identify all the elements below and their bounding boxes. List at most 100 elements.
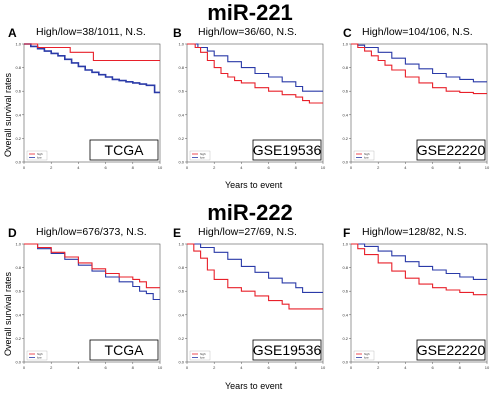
x-tick-label: 8 xyxy=(132,165,135,170)
series-high-line xyxy=(351,243,487,296)
y-tick-label: 0.4 xyxy=(15,312,21,317)
plot-frame xyxy=(23,43,161,163)
y-tick-label: 1.0 xyxy=(178,242,184,247)
dataset-label: TCGA xyxy=(105,142,145,158)
x-tick-label: 8 xyxy=(295,365,298,370)
panel-letter-c: C xyxy=(343,26,352,40)
legend-box xyxy=(353,150,375,161)
y-tick-label: 0.0 xyxy=(15,360,21,365)
dataset-label: TCGA xyxy=(105,342,145,358)
panel-title-e: High/low=27/69, N.S. xyxy=(198,226,297,238)
y-tick-label: 0.8 xyxy=(15,65,21,70)
legend-label-low: low xyxy=(37,156,42,160)
plot-frame xyxy=(350,43,488,163)
y-tick-label: 0.6 xyxy=(178,289,184,294)
x-tick-label: 4 xyxy=(404,365,407,370)
x-tick-label: 10 xyxy=(485,365,490,370)
y-tick-label: 0.2 xyxy=(178,336,184,341)
dataset-label-box xyxy=(416,339,486,361)
x-tick-label: 4 xyxy=(77,365,80,370)
legend-label-high: high xyxy=(37,152,43,156)
dataset-label-box xyxy=(252,139,322,161)
dataset-label-box xyxy=(89,339,159,361)
x-tick-label: 2 xyxy=(50,365,53,370)
panel-title-b: High/low=36/60, N.S. xyxy=(198,26,297,38)
legend-box xyxy=(189,150,211,161)
y-tick-label: 0.8 xyxy=(178,65,184,70)
y-axis-label-top: Overall survival rates xyxy=(3,72,13,157)
x-tick-label: 4 xyxy=(77,165,80,170)
y-tick-label: 0.0 xyxy=(178,360,184,365)
x-tick-label: 6 xyxy=(267,165,270,170)
x-tick-label: 10 xyxy=(321,165,326,170)
legend-box xyxy=(26,150,48,161)
x-tick-label: 6 xyxy=(104,165,107,170)
dataset-label-box xyxy=(252,339,322,361)
series-high-line xyxy=(24,243,160,289)
legend-box xyxy=(189,350,211,361)
dataset-label-box xyxy=(89,139,159,161)
panel-title-f: High/low=128/82, N.S. xyxy=(362,226,467,238)
series-low-line xyxy=(351,243,487,280)
x-tick-label: 2 xyxy=(213,365,216,370)
x-tick-label: 0 xyxy=(186,365,189,370)
x-tick-label: 4 xyxy=(240,365,243,370)
x-tick-label: 2 xyxy=(377,165,380,170)
x-tick-label: 6 xyxy=(431,365,434,370)
legend-label-low: low xyxy=(37,356,42,360)
y-tick-label: 0.8 xyxy=(15,265,21,270)
legend-box xyxy=(353,350,375,361)
x-tick-label: 0 xyxy=(350,365,353,370)
panel-letter-b: B xyxy=(173,26,182,40)
series-low-line xyxy=(24,43,160,94)
panel-letter-d: D xyxy=(8,226,17,240)
x-tick-label: 0 xyxy=(350,165,353,170)
panel-letter-a: A xyxy=(8,26,17,40)
x-axis-label-bottom: Years to event xyxy=(225,381,283,391)
y-tick-label: 0.8 xyxy=(178,265,184,270)
legend-label-high: high xyxy=(364,152,370,156)
x-tick-label: 4 xyxy=(404,165,407,170)
y-tick-label: 0.2 xyxy=(342,336,348,341)
panel-letter-e: E xyxy=(173,226,182,240)
y-axis-label-bottom: Overall survival rates xyxy=(3,271,13,356)
x-tick-label: 6 xyxy=(267,365,270,370)
y-tick-label: 0.0 xyxy=(178,160,184,165)
y-tick-label: 0.6 xyxy=(178,89,184,94)
y-tick-label: 0.6 xyxy=(342,89,348,94)
legend-box xyxy=(26,350,48,361)
panel-title-c: High/low=104/106, N.S. xyxy=(362,26,473,38)
legend-label-high: high xyxy=(200,352,206,356)
y-tick-label: 0.0 xyxy=(342,360,348,365)
x-tick-label: 10 xyxy=(485,165,490,170)
series-high-line xyxy=(187,43,323,104)
y-tick-label: 0.8 xyxy=(342,265,348,270)
y-tick-label: 0.4 xyxy=(178,112,184,117)
series-low-line xyxy=(24,243,160,301)
legend-label-low: low xyxy=(200,356,205,360)
x-tick-label: 10 xyxy=(158,165,163,170)
legend-label-high: high xyxy=(364,352,370,356)
series-high-line xyxy=(187,243,323,310)
x-tick-label: 2 xyxy=(50,165,53,170)
series-high-line xyxy=(351,43,487,95)
y-tick-label: 0.4 xyxy=(178,312,184,317)
legend-label-high: high xyxy=(200,152,206,156)
x-tick-label: 10 xyxy=(158,365,163,370)
x-tick-label: 8 xyxy=(459,365,462,370)
x-axis-label-top: Years to event xyxy=(225,180,283,190)
section-title-mir222: miR-222 xyxy=(207,200,293,225)
y-tick-label: 0.2 xyxy=(178,136,184,141)
y-tick-label: 1.0 xyxy=(15,42,21,47)
x-tick-label: 10 xyxy=(321,365,326,370)
panel-title-d: High/low=676/373, N.S. xyxy=(36,226,147,238)
y-tick-label: 0.6 xyxy=(15,289,21,294)
x-tick-label: 0 xyxy=(186,165,189,170)
x-tick-label: 2 xyxy=(213,165,216,170)
dataset-label: GSE22220 xyxy=(417,342,486,358)
